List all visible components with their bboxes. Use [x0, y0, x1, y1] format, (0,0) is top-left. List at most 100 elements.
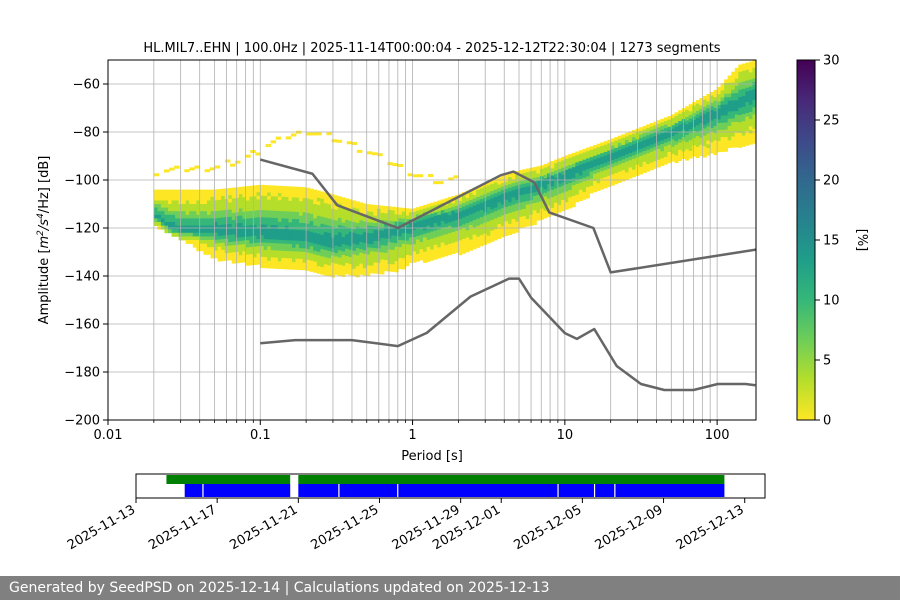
- density-cell: [734, 143, 739, 148]
- density-cell: [391, 239, 396, 244]
- density-cell: [745, 112, 750, 117]
- density-cell: [748, 108, 753, 113]
- density-cell: [306, 238, 311, 243]
- density-cell: [320, 205, 325, 210]
- density-cell: [320, 227, 325, 232]
- density-cell: [589, 149, 594, 154]
- density-cell: [660, 147, 665, 152]
- density-cell: [699, 108, 704, 113]
- density-cell: [522, 216, 527, 221]
- density-cell: [603, 184, 608, 189]
- density-cell: [628, 153, 633, 158]
- density-cell: [295, 258, 300, 263]
- density-cell: [493, 232, 498, 237]
- density-cell: [256, 242, 261, 247]
- density-cell: [256, 224, 261, 229]
- density-cell: [352, 225, 357, 230]
- density-cell: [366, 250, 371, 255]
- density-cell: [734, 96, 739, 101]
- density-cell: [394, 235, 399, 240]
- density-cell: [589, 160, 594, 165]
- density-cell: [199, 214, 204, 219]
- density-cell: [380, 259, 385, 264]
- density-cell: [281, 214, 286, 219]
- density-cell: [600, 149, 605, 154]
- density-cell: [663, 121, 668, 126]
- density-cell: [256, 253, 261, 258]
- density-cell: [649, 166, 654, 171]
- date-tick-label: 2025-12-05: [511, 502, 584, 553]
- density-cell: [649, 133, 654, 138]
- density-cell: [724, 79, 729, 84]
- density-cell: [610, 142, 615, 147]
- density-cell: [508, 176, 512, 181]
- density-cell: [408, 215, 413, 220]
- density-cell: [412, 211, 417, 216]
- density-cell: [518, 202, 523, 207]
- density-cell: [359, 259, 364, 264]
- density-cell: [338, 228, 342, 233]
- density-cell: [709, 149, 714, 154]
- density-cell: [238, 255, 243, 260]
- density-cell: [281, 254, 286, 259]
- density-cell: [189, 240, 194, 244]
- density-cell: [589, 153, 594, 158]
- density-cell: [525, 190, 530, 195]
- availability-frame: [135, 473, 766, 499]
- density-cell: [338, 207, 342, 212]
- y-axis-label: Amplitude [m2/s4/Hz] [dB]: [36, 156, 52, 325]
- density-cell: [359, 202, 364, 207]
- density-cell: [617, 146, 622, 151]
- density-cell: [454, 248, 459, 253]
- density-cell: [348, 256, 353, 261]
- density-cell: [472, 230, 477, 235]
- density-cell: [624, 136, 629, 141]
- density-cell: [309, 267, 314, 272]
- density-cell: [745, 109, 750, 114]
- density-cell: [561, 167, 566, 172]
- density-cell: [709, 142, 714, 147]
- density-cell: [196, 218, 201, 223]
- density-cell: [451, 199, 456, 204]
- density-cell: [702, 153, 707, 158]
- density-cell: [313, 229, 318, 234]
- density-cell: [288, 186, 293, 191]
- density-cell: [348, 264, 353, 269]
- density-cell: [341, 211, 346, 216]
- density-cell: [245, 240, 250, 245]
- density-cell: [270, 250, 275, 255]
- density-cell: [720, 140, 725, 145]
- density-cell: [437, 229, 442, 234]
- density-cell: [309, 260, 314, 265]
- density-cell: [717, 97, 721, 102]
- density-cell: [384, 256, 389, 261]
- density-cell: [748, 140, 753, 145]
- density-cell: [391, 228, 396, 233]
- density-cell: [479, 227, 484, 232]
- density-cell: [486, 196, 491, 201]
- density-cell: [323, 257, 328, 262]
- density-cell: [731, 107, 736, 112]
- density-cell: [394, 210, 399, 215]
- density-cell: [564, 162, 569, 167]
- density-cell: [692, 116, 697, 121]
- density-cell: [490, 180, 495, 185]
- density-cell: [490, 198, 495, 203]
- density-cell: [603, 180, 608, 185]
- density-cell: [228, 241, 233, 246]
- density-cell: [362, 253, 367, 258]
- density-cell: [543, 210, 548, 215]
- density-cell: [745, 141, 750, 146]
- density-cell: [256, 257, 261, 261]
- density-cell: [674, 133, 679, 138]
- density-cell: [444, 234, 449, 239]
- density-cell: [366, 243, 371, 248]
- density-cell: [582, 170, 587, 175]
- density-cell: [253, 192, 257, 197]
- density-cell: [380, 266, 385, 271]
- density-cell: [547, 212, 551, 217]
- density-cell: [433, 216, 438, 221]
- density-cell: [547, 202, 551, 207]
- density-cell: [192, 243, 197, 248]
- density-outlier-cell: [438, 181, 444, 185]
